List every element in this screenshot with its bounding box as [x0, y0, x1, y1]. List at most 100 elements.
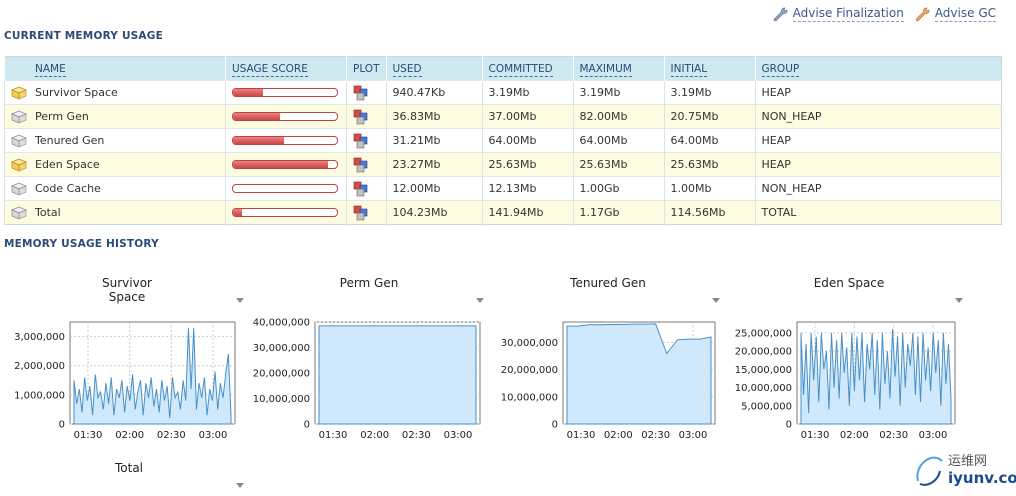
row-maximum: 3.19Mb	[572, 80, 664, 105]
chart-menu-dropdown[interactable]	[712, 298, 720, 303]
chart-menu-dropdown[interactable]	[236, 298, 244, 303]
x-tick-label: 02:00	[115, 430, 144, 441]
chart-menu-dropdown[interactable]	[476, 298, 484, 303]
col-initial[interactable]: INITIAL	[663, 56, 755, 81]
row-group: NON_HEAP	[754, 176, 1002, 201]
col-usage-score[interactable]: USAGE SCORE	[225, 56, 347, 81]
wrench-icon	[773, 7, 787, 22]
row-name: Perm Gen	[35, 110, 89, 123]
y-tick-label: 10,000,000	[253, 394, 310, 405]
wrench-icon	[915, 7, 930, 22]
x-tick-label: 01:30	[74, 430, 103, 441]
top-actions: Advise Finalization Advise GC	[772, 6, 996, 22]
row-name: Total	[35, 206, 61, 219]
y-tick-label: 20,000,000	[501, 365, 558, 376]
plot-cubes-icon[interactable]	[353, 157, 369, 173]
row-group: HEAP	[754, 80, 1002, 105]
chart-menu-dropdown[interactable]	[955, 298, 963, 303]
plot-cubes-icon[interactable]	[353, 181, 369, 197]
y-tick-label: 25,000,000	[735, 328, 792, 339]
usage-score-bar	[232, 136, 338, 145]
chart-menu-dropdown[interactable]	[236, 483, 244, 488]
y-tick-label: 30,000,000	[501, 338, 558, 349]
row-group: TOTAL	[754, 200, 1002, 225]
table-row: Tenured Gen 31.21Mb 64.00Mb 64.00Mb 64.0…	[4, 128, 1002, 153]
y-tick-label: 0	[552, 420, 558, 431]
col-used[interactable]: USED	[385, 56, 482, 81]
row-committed: 37.00Mb	[481, 104, 573, 129]
watermark-cn: 运维网	[948, 454, 988, 469]
row-group: HEAP	[754, 128, 1002, 153]
row-initial: 1.00Mb	[663, 176, 755, 201]
x-tick-label: 02:30	[641, 430, 670, 441]
row-used: 23.27Mb	[385, 152, 482, 177]
y-tick-label: 10,000,000	[735, 383, 792, 394]
y-tick-label: 0	[786, 420, 792, 431]
advise-gc-button[interactable]: Advise GC	[914, 6, 996, 22]
row-maximum: 82.00Mb	[572, 104, 664, 129]
x-tick-label: 01:30	[567, 430, 596, 441]
yellow-box-icon	[11, 158, 27, 172]
row-initial: 25.63Mb	[663, 152, 755, 177]
y-tick-label: 40,000,000	[253, 318, 310, 329]
y-tick-label: 1,000,000	[14, 390, 65, 401]
row-group: HEAP	[754, 152, 1002, 177]
series-area	[800, 329, 952, 425]
row-maximum: 64.00Mb	[572, 128, 664, 153]
advise-gc-label: Advise GC	[934, 6, 996, 22]
chart-title: Survivor Space	[102, 276, 152, 304]
col-plot: PLOT	[346, 56, 386, 81]
x-tick-label: 02:00	[360, 430, 389, 441]
row-used: 31.21Mb	[385, 128, 482, 153]
col-committed[interactable]: COMMITTED	[481, 56, 573, 81]
row-committed: 3.19Mb	[481, 80, 573, 105]
usage-score-bar	[232, 184, 338, 193]
gray-box-icon	[11, 134, 27, 148]
row-committed: 12.13Mb	[481, 176, 573, 201]
x-tick-label: 02:30	[157, 430, 186, 441]
table-row: Total 104.23Mb 141.94Mb 1.17Gb 114.56Mb …	[4, 200, 1002, 225]
col-name[interactable]: NAME	[4, 56, 226, 81]
row-committed: 64.00Mb	[481, 128, 573, 153]
usage-score-bar	[232, 88, 338, 97]
yellow-box-icon	[11, 86, 27, 100]
chart-title: Tenured Gen	[570, 276, 646, 290]
watermark: 运维网 iyunv.com	[914, 450, 1016, 487]
gray-box-icon	[11, 206, 27, 220]
advise-finalization-label: Advise Finalization	[792, 6, 904, 22]
plot-cubes-icon[interactable]	[353, 85, 369, 101]
usage-score-bar	[232, 112, 338, 121]
table-row: Eden Space 23.27Mb 25.63Mb 25.63Mb 25.63…	[4, 152, 1002, 177]
x-tick-label: 03:00	[679, 430, 708, 441]
y-tick-label: 2,000,000	[14, 361, 65, 372]
x-tick-label: 01:30	[319, 430, 348, 441]
row-name: Tenured Gen	[35, 134, 105, 147]
x-tick-label: 02:30	[879, 430, 908, 441]
y-tick-label: 0	[304, 420, 310, 431]
plot-cubes-icon[interactable]	[353, 133, 369, 149]
table-row: Perm Gen 36.83Mb 37.00Mb 82.00Mb 20.75Mb…	[4, 104, 1002, 129]
table-row: Code Cache 12.00Mb 12.13Mb 1.00Gb 1.00Mb…	[4, 176, 1002, 201]
row-initial: 64.00Mb	[663, 128, 755, 153]
memory-history-title: MEMORY USAGE HISTORY	[4, 238, 159, 250]
y-tick-label: 30,000,000	[253, 343, 310, 354]
x-tick-label: 02:30	[402, 430, 431, 441]
col-group[interactable]: GROUP	[754, 56, 1002, 81]
x-tick-label: 02:00	[604, 430, 633, 441]
col-maximum[interactable]: MAXIMUM	[572, 56, 664, 81]
row-maximum: 1.00Gb	[572, 176, 664, 201]
row-used: 940.47Kb	[385, 80, 482, 105]
row-committed: 141.94Mb	[481, 200, 573, 225]
plot-cubes-icon[interactable]	[353, 109, 369, 125]
advise-finalization-button[interactable]: Advise Finalization	[772, 6, 904, 22]
gray-box-icon	[11, 110, 27, 124]
x-tick-label: 03:00	[444, 430, 473, 441]
usage-score-bar	[232, 160, 338, 169]
table-header-row: NAME USAGE SCORE PLOT USED COMMITTED MAX…	[4, 56, 1002, 81]
plot-cubes-icon[interactable]	[353, 205, 369, 221]
row-used: 12.00Mb	[385, 176, 482, 201]
current-memory-title: CURRENT MEMORY USAGE	[4, 30, 163, 42]
